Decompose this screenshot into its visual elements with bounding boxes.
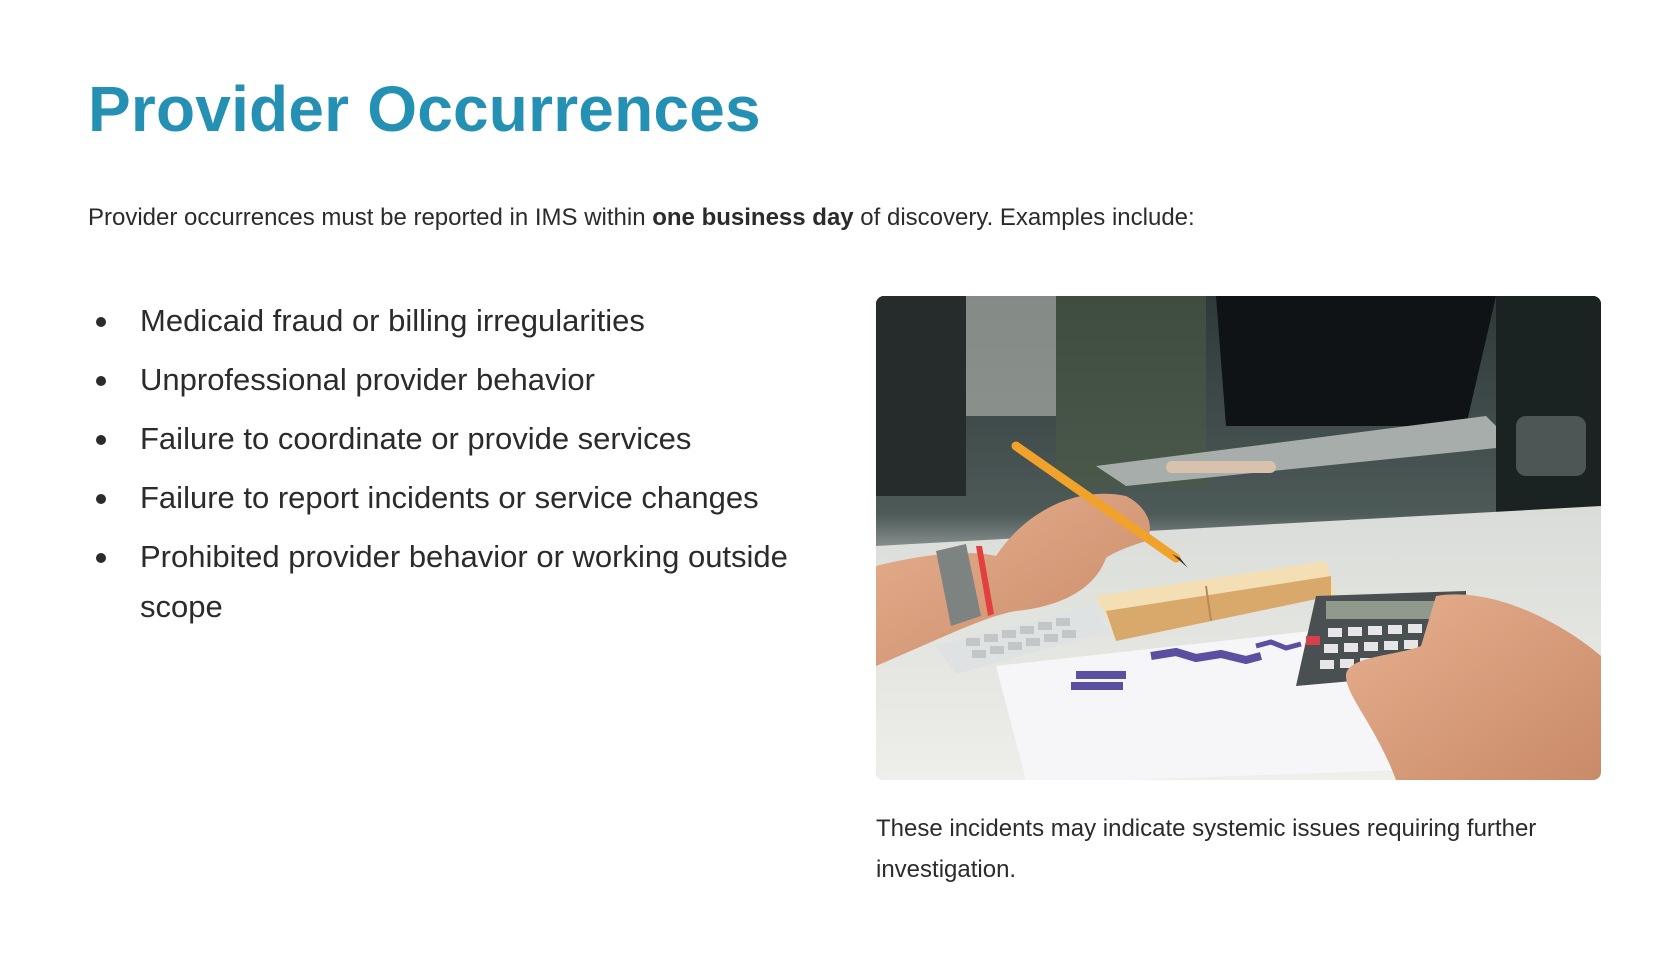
desk-calculator-photo <box>876 296 1601 780</box>
bullet-icon <box>96 317 106 327</box>
list-item: Failure to coordinate or provide service… <box>88 414 828 464</box>
list-item: Medicaid fraud or billing irregularities <box>88 296 828 346</box>
list-item-text: Failure to coordinate or provide service… <box>140 421 692 456</box>
list-item: Unprofessional provider behavior <box>88 355 828 405</box>
bullet-icon <box>96 494 106 504</box>
intro-text-after: of discovery. Examples include: <box>853 204 1195 231</box>
list-item-text: Failure to report incidents or service c… <box>140 480 759 515</box>
list-item: Prohibited provider behavior or working … <box>88 532 828 632</box>
bullet-icon <box>96 553 106 563</box>
photo-illustration <box>876 296 1601 780</box>
bullet-icon <box>96 376 106 386</box>
intro-emphasis: one business day <box>652 204 854 231</box>
list-item-text: Unprofessional provider behavior <box>140 362 595 397</box>
examples-list: Medicaid fraud or billing irregularities… <box>88 296 828 641</box>
page-title: Provider Occurrences <box>88 73 761 145</box>
list-item-text: Prohibited provider behavior or working … <box>140 539 788 624</box>
caption-text: These incidents may indicate systemic is… <box>876 815 1537 883</box>
list-item-text: Medicaid fraud or billing irregularities <box>140 303 645 338</box>
intro-text: Provider occurrences must be reported in… <box>88 204 1195 232</box>
intro-text-before: Provider occurrences must be reported in… <box>88 204 653 231</box>
list-item: Failure to report incidents or service c… <box>88 473 828 523</box>
bullet-icon <box>96 435 106 445</box>
